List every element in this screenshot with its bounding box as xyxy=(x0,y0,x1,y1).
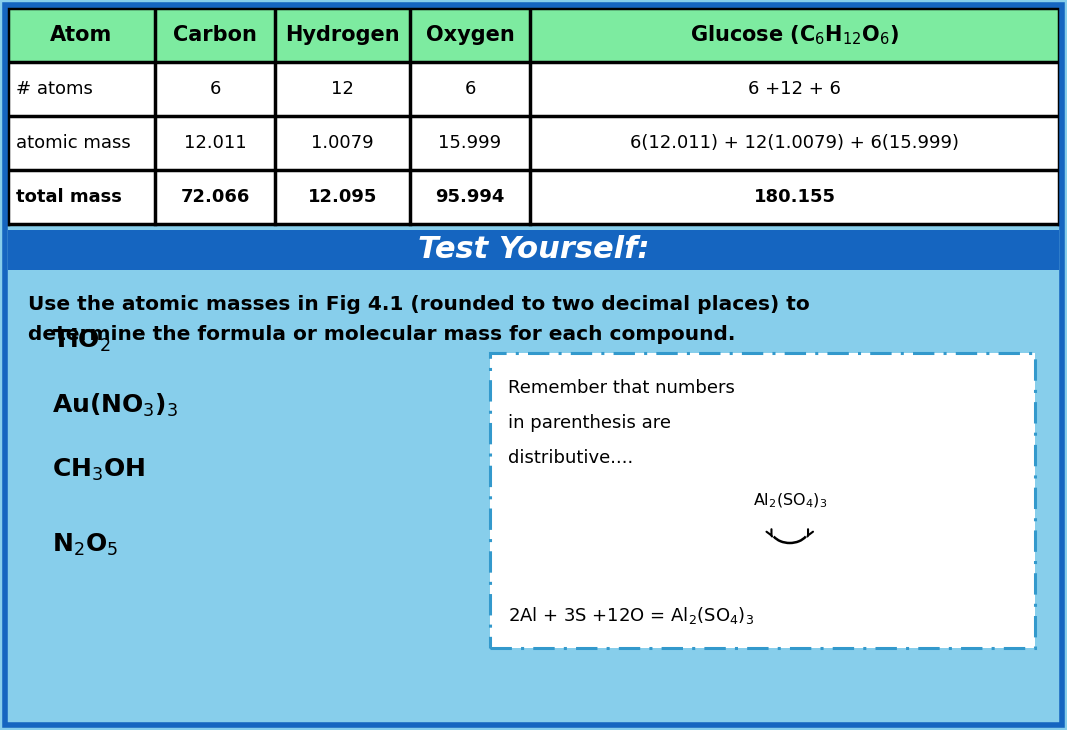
Text: 15.999: 15.999 xyxy=(439,134,501,152)
Text: total mass: total mass xyxy=(16,188,122,206)
Bar xyxy=(490,353,1035,648)
Text: TiO$_2$: TiO$_2$ xyxy=(52,326,111,353)
Text: 6: 6 xyxy=(464,80,476,98)
Bar xyxy=(490,353,1035,648)
Text: N$_2$O$_5$: N$_2$O$_5$ xyxy=(52,532,118,558)
Bar xyxy=(7,230,1060,270)
Text: CH$_3$OH: CH$_3$OH xyxy=(52,457,145,483)
Text: 6(12.011) + 12(1.0079) + 6(15.999): 6(12.011) + 12(1.0079) + 6(15.999) xyxy=(630,134,959,152)
Text: 12.095: 12.095 xyxy=(307,188,378,206)
Text: Carbon: Carbon xyxy=(173,25,257,45)
Text: determine the formula or molecular mass for each compound.: determine the formula or molecular mass … xyxy=(28,325,735,344)
Text: 6: 6 xyxy=(209,80,221,98)
Text: Test Yourself:: Test Yourself: xyxy=(417,236,650,264)
Text: Glucose (C$_6$H$_{12}$O$_6$): Glucose (C$_6$H$_{12}$O$_6$) xyxy=(690,23,899,47)
Text: Al$_2$(SO$_4$)$_3$: Al$_2$(SO$_4$)$_3$ xyxy=(752,492,827,510)
Text: Hydrogen: Hydrogen xyxy=(285,25,400,45)
Text: Remember that numbers: Remember that numbers xyxy=(508,379,735,397)
Bar xyxy=(7,8,1060,224)
Text: Au(NO$_3$)$_3$: Au(NO$_3$)$_3$ xyxy=(52,391,178,418)
Bar xyxy=(7,8,1060,62)
Text: 1.0079: 1.0079 xyxy=(312,134,373,152)
Text: distributive....: distributive.... xyxy=(508,449,633,467)
Text: atomic mass: atomic mass xyxy=(16,134,131,152)
Text: Oxygen: Oxygen xyxy=(426,25,514,45)
Text: # atoms: # atoms xyxy=(16,80,93,98)
Bar xyxy=(7,270,1060,725)
Text: in parenthesis are: in parenthesis are xyxy=(508,414,671,432)
Text: Use the atomic masses in Fig 4.1 (rounded to two decimal places) to: Use the atomic masses in Fig 4.1 (rounde… xyxy=(28,295,810,314)
Text: 2Al + 3S +12O = Al$_2$(SO$_4$)$_3$: 2Al + 3S +12O = Al$_2$(SO$_4$)$_3$ xyxy=(508,605,754,626)
Text: 12: 12 xyxy=(331,80,354,98)
Text: 12.011: 12.011 xyxy=(184,134,246,152)
Text: 180.155: 180.155 xyxy=(753,188,835,206)
Text: Atom: Atom xyxy=(50,25,113,45)
Text: 95.994: 95.994 xyxy=(435,188,505,206)
Text: 72.066: 72.066 xyxy=(180,188,250,206)
Text: 6 +12 + 6: 6 +12 + 6 xyxy=(748,80,841,98)
